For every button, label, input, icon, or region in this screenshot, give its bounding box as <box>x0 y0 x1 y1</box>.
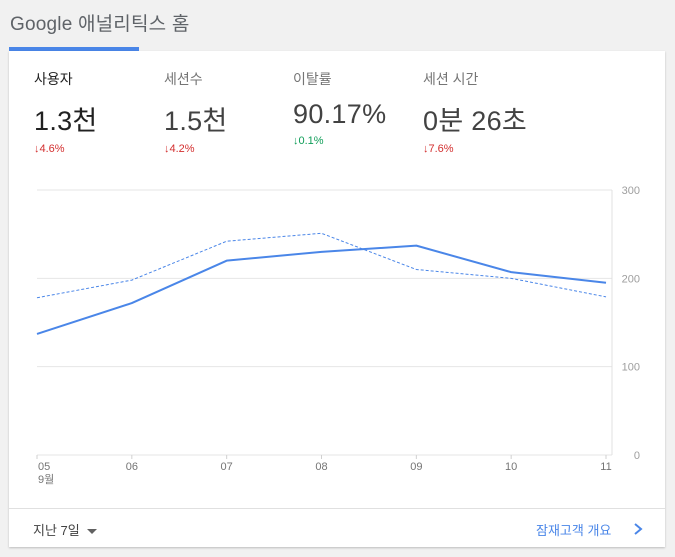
caret-down-icon <box>86 529 97 535</box>
x-tick-label: 08 <box>315 461 327 473</box>
metric-value: 0분 26초 <box>423 106 528 136</box>
x-tick-label: 09 <box>410 461 422 473</box>
y-tick-label: 100 <box>622 362 640 374</box>
metric-sessions[interactable]: 세션수 1.5천 ↓4.2% <box>164 69 228 155</box>
audience-overview-link[interactable]: 잠재고객 개요 <box>536 523 612 538</box>
x-sublabel: 9월 <box>38 473 54 486</box>
metric-bounce-rate[interactable]: 이탈률 90.17% ↓0.1% <box>293 69 386 147</box>
metric-label: 이탈률 <box>293 71 332 87</box>
y-tick-label: 300 <box>622 185 640 197</box>
metric-value: 1.3천 <box>34 106 98 136</box>
metric-change: ↓4.2% <box>164 143 195 155</box>
x-tick-label: 07 <box>221 461 233 473</box>
metric-label: 세션수 <box>164 71 203 87</box>
metric-label: 사용자 <box>34 71 73 87</box>
chevron-right-icon[interactable] <box>631 521 645 537</box>
page-title: Google 애널리틱스 홈 <box>10 14 190 35</box>
x-tick-label: 05 <box>38 461 50 473</box>
current-period-line <box>36 244 607 335</box>
down-arrow-icon: ↓ <box>423 143 429 155</box>
users-line-chart: 0 100 200 300 05 06 07 08 09 10 11 9월 <box>36 185 640 486</box>
metric-change: ↓7.6% <box>423 143 454 155</box>
footer-divider <box>9 508 665 509</box>
down-arrow-icon: ↓ <box>164 143 170 155</box>
active-tab-indicator <box>9 47 139 51</box>
y-tick-label: 0 <box>634 450 640 462</box>
metric-value: 1.5천 <box>164 106 228 136</box>
metric-value: 90.17% <box>293 99 387 129</box>
metric-change: ↓4.6% <box>34 143 65 155</box>
metric-change: ↓0.1% <box>293 135 324 147</box>
date-range-label: 지난 7일 <box>33 523 80 538</box>
metric-session-duration[interactable]: 세션 시간 0분 26초 ↓7.6% <box>423 69 527 155</box>
overview-card: 사용자 1.3천 ↓4.6% 세션수 1.5천 ↓4.2% 이탈률 90.17%… <box>9 51 665 547</box>
down-arrow-icon: ↓ <box>34 143 40 155</box>
date-range-dropdown[interactable]: 지난 7일 <box>33 520 97 539</box>
previous-period-line <box>36 232 607 299</box>
down-arrow-icon: ↓ <box>293 135 299 147</box>
x-tick-label: 11 <box>600 461 611 473</box>
x-tick-label: 06 <box>126 461 138 473</box>
metric-users[interactable]: 사용자 1.3천 ↓4.6% <box>34 69 98 155</box>
y-tick-label: 200 <box>622 273 640 285</box>
metric-label: 세션 시간 <box>423 71 479 87</box>
x-tick-label: 10 <box>505 461 517 473</box>
